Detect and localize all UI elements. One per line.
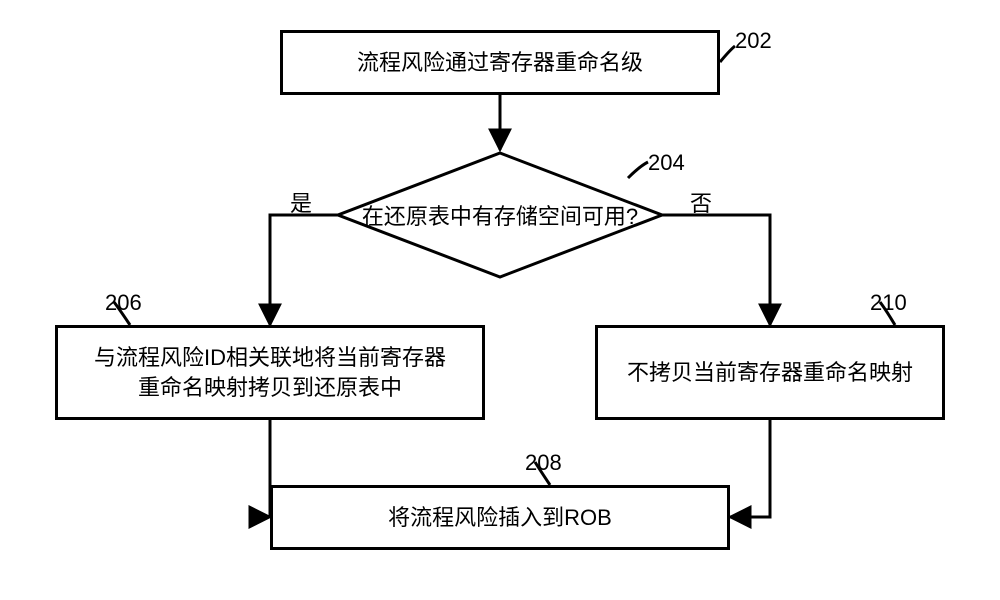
flowchart-canvas: 流程风险通过寄存器重命名级 202 在还原表中有存储空间可用? 204 是 否 … bbox=[0, 0, 1000, 600]
ref-210: 210 bbox=[870, 290, 907, 316]
node-210: 不拷贝当前寄存器重命名映射 bbox=[595, 325, 945, 420]
node-208-text: 将流程风险插入到ROB bbox=[388, 503, 612, 533]
node-206: 与流程风险ID相关联地将当前寄存器 重命名映射拷贝到还原表中 bbox=[55, 325, 485, 420]
node-202-text: 流程风险通过寄存器重命名级 bbox=[357, 48, 643, 78]
node-204-text: 在还原表中有存储空间可用? bbox=[362, 199, 638, 231]
node-202: 流程风险通过寄存器重命名级 bbox=[280, 30, 720, 95]
ref-202: 202 bbox=[735, 28, 772, 54]
node-204: 在还原表中有存储空间可用? bbox=[335, 150, 665, 280]
ref-206: 206 bbox=[105, 290, 142, 316]
label-yes: 是 bbox=[290, 186, 312, 218]
label-no: 否 bbox=[690, 186, 712, 218]
node-208: 将流程风险插入到ROB bbox=[270, 485, 730, 550]
node-210-text: 不拷贝当前寄存器重命名映射 bbox=[627, 358, 913, 388]
ref-208: 208 bbox=[525, 450, 562, 476]
node-206-text: 与流程风险ID相关联地将当前寄存器 重命名映射拷贝到还原表中 bbox=[94, 343, 446, 402]
ref-204: 204 bbox=[648, 150, 685, 176]
